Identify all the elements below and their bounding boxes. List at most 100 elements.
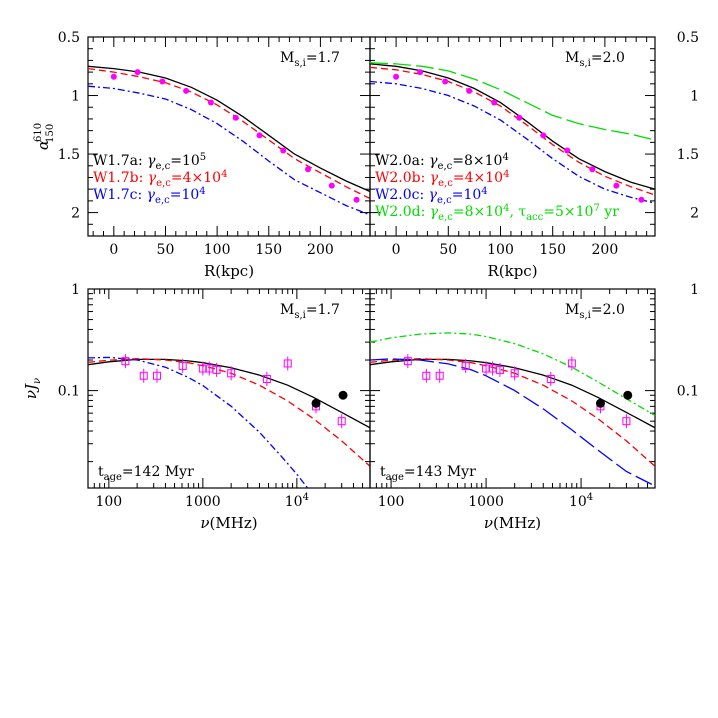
y-tick-label: 1.5 bbox=[58, 147, 80, 163]
series-group bbox=[88, 65, 370, 216]
x-tick-label: 200 bbox=[592, 242, 619, 258]
series-line-d bbox=[370, 332, 655, 416]
x-tick-label: 100 bbox=[378, 494, 405, 510]
data-point bbox=[280, 147, 287, 154]
x-tick-label: 150 bbox=[255, 242, 282, 258]
x-axis-label: ν(MHz) bbox=[200, 514, 257, 532]
age-label: tage=142 Myr bbox=[98, 464, 194, 483]
data-point bbox=[466, 87, 473, 94]
data-point bbox=[110, 73, 117, 80]
legend-entry: W1.7c: γe,c=104 bbox=[93, 186, 206, 206]
data-point bbox=[638, 196, 645, 203]
data-point bbox=[540, 132, 547, 139]
x-tick-label: 0 bbox=[109, 242, 118, 258]
plot-frame bbox=[369, 36, 656, 237]
data-point-open bbox=[198, 361, 207, 376]
series-line-c bbox=[370, 358, 655, 487]
y-axis-label: α610150 bbox=[33, 123, 56, 150]
data-point-open bbox=[283, 356, 292, 371]
data-point bbox=[442, 78, 449, 85]
series-line-b bbox=[88, 67, 370, 200]
data-point bbox=[613, 182, 620, 189]
x-tick-label: 100 bbox=[204, 242, 231, 258]
data-point bbox=[134, 69, 141, 76]
mach-label: Ms,i=1.7 bbox=[280, 302, 340, 321]
data-point-open bbox=[495, 362, 504, 377]
y-tick-label: 0.5 bbox=[58, 30, 80, 46]
data-point-filled bbox=[311, 398, 321, 408]
series-line-a bbox=[370, 63, 655, 190]
mach-label: Ms,i=2.0 bbox=[565, 50, 625, 69]
y-axis-label-text: α610150 bbox=[33, 123, 56, 150]
x-tick-label: 1000 bbox=[468, 494, 504, 510]
y-axis-label-text: νJν bbox=[22, 378, 43, 399]
y-tick-label: 1.5 bbox=[677, 147, 699, 163]
panel-bottom-right: 100 1000 104 1 0.1 ν(MHz) Ms,i=2.0 tage=143 Myr bbox=[369, 282, 699, 532]
series-line-c bbox=[370, 80, 655, 204]
data-point bbox=[256, 132, 263, 139]
data-point-open bbox=[337, 414, 346, 429]
data-point-open bbox=[139, 368, 148, 383]
data-point bbox=[305, 166, 312, 173]
x-tick-label: 0 bbox=[392, 242, 401, 258]
data-point-filled bbox=[338, 390, 348, 400]
age-label: tage=143 Myr bbox=[380, 464, 476, 483]
data-point-open bbox=[212, 362, 221, 377]
data-point-open bbox=[435, 368, 444, 383]
x-tick-label: 50 bbox=[157, 242, 175, 258]
legend-entry: W2.0b: γe,c=4×104 bbox=[375, 169, 509, 189]
data-point-open bbox=[152, 368, 161, 383]
plot-frame bbox=[87, 288, 371, 489]
y-tick-label: 1 bbox=[690, 282, 699, 298]
data-point bbox=[564, 147, 571, 154]
y-tick-label: 1 bbox=[71, 282, 80, 298]
panel-top-left: 0 50 100 150 200 0.5 1 1.5 2 R(kpc) α610150 Ms,i=1.… bbox=[33, 30, 371, 280]
data-point bbox=[159, 78, 166, 85]
data-point-open bbox=[121, 354, 130, 369]
x-axis-label: R(kpc) bbox=[487, 262, 537, 280]
data-point bbox=[232, 114, 239, 121]
x-tick-label: 104 bbox=[569, 492, 593, 510]
x-tick-label: 104 bbox=[285, 492, 309, 510]
data-point bbox=[516, 114, 523, 121]
legend-entry: W1.7b: γe,c=4×104 bbox=[93, 169, 227, 189]
data-point-open bbox=[546, 372, 555, 387]
tick-marks bbox=[369, 288, 656, 488]
series-line-d bbox=[370, 62, 655, 141]
plot-frame bbox=[87, 36, 371, 237]
data-point-open bbox=[178, 358, 187, 373]
data-point bbox=[491, 99, 498, 106]
y-tick-label: 0.5 bbox=[677, 30, 699, 46]
data-point-open bbox=[567, 356, 576, 371]
legend-entry: W2.0c: γe,c=104 bbox=[375, 186, 488, 206]
tick-marks bbox=[370, 36, 655, 237]
legend-entry: W2.0d: γe,c=8×104, τacc=5×107 yr bbox=[375, 203, 619, 223]
series-line-c bbox=[88, 85, 370, 216]
x-tick-label: 50 bbox=[439, 242, 457, 258]
y-tick-label: 0.1 bbox=[58, 384, 80, 400]
series-group bbox=[370, 62, 655, 204]
tick-marks bbox=[88, 36, 370, 237]
data-point-open bbox=[622, 414, 631, 429]
series-group bbox=[88, 354, 370, 488]
data-point-open bbox=[422, 368, 431, 383]
x-tick-label: 200 bbox=[307, 242, 334, 258]
data-point bbox=[328, 182, 335, 189]
y-tick-label: 2 bbox=[690, 206, 699, 222]
data-point-open bbox=[262, 372, 271, 387]
y-tick-label: 1 bbox=[71, 89, 80, 105]
y-tick-label: 1 bbox=[690, 89, 699, 105]
series-line-c bbox=[88, 356, 309, 488]
x-tick-label: 1000 bbox=[185, 494, 221, 510]
panel-top-right: 0 50 100 150 200 0.5 1 1.5 2 R(kpc) Ms,i=2.0 W2.0a:… bbox=[369, 30, 699, 280]
legend-entry: W2.0a: γe,c=8×104 bbox=[375, 152, 509, 172]
mach-label: Ms,i=2.0 bbox=[565, 302, 625, 321]
data-point-open bbox=[461, 358, 470, 373]
data-point bbox=[183, 87, 190, 94]
data-point bbox=[207, 99, 214, 106]
data-point bbox=[589, 166, 596, 173]
data-point-open bbox=[403, 354, 412, 369]
